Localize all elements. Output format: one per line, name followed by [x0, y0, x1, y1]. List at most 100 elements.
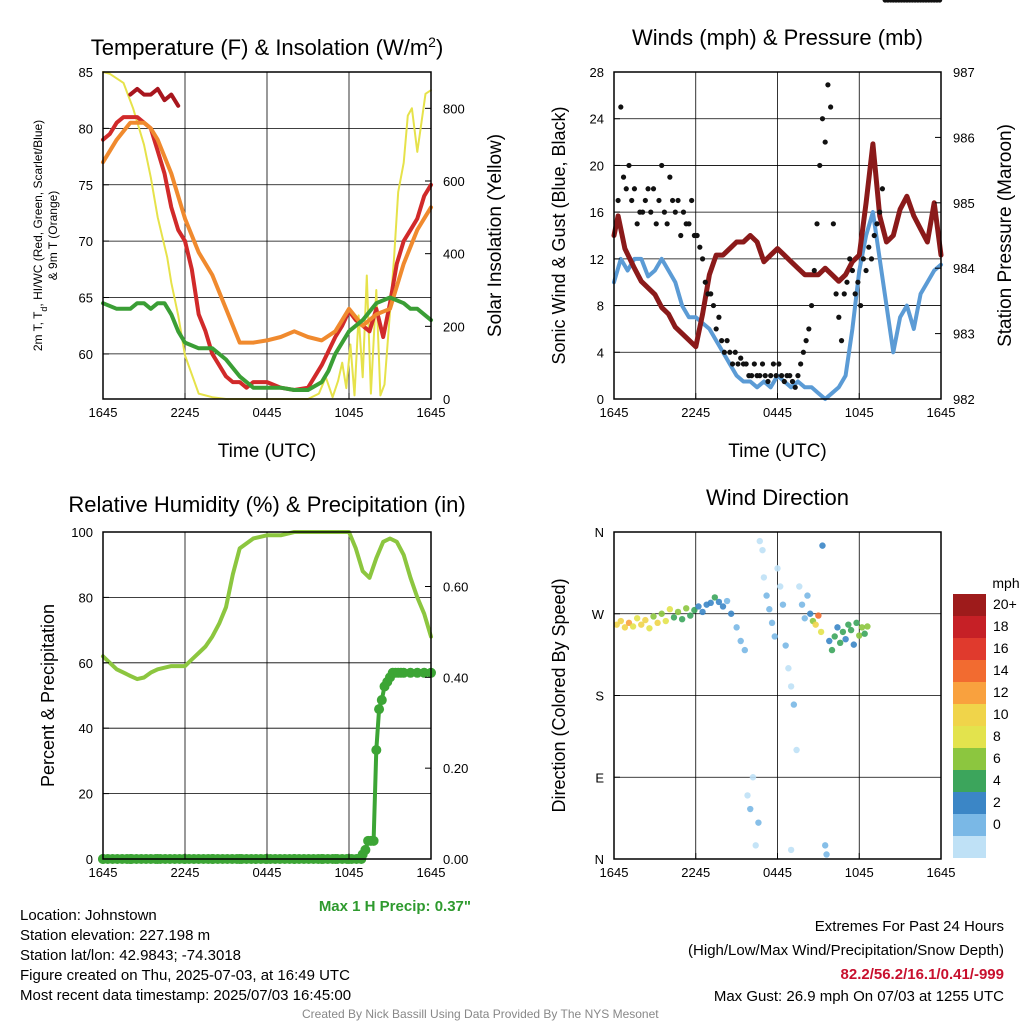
legend-swatch — [953, 704, 986, 726]
y-tick-label: 4 — [597, 345, 604, 360]
x-tick-label: 1645 — [927, 405, 956, 420]
x-tick-label: 2245 — [171, 865, 200, 880]
direction-point — [646, 625, 653, 632]
gust-point — [803, 338, 809, 344]
gust-point — [686, 221, 692, 227]
gust-point — [855, 279, 861, 285]
gust-point — [678, 232, 684, 239]
direction-point — [812, 621, 819, 628]
location-text: Location: Johnstown — [20, 907, 157, 924]
x-tick-label: 1645 — [89, 865, 118, 880]
y-tick-label: 40 — [79, 721, 93, 736]
direction-point — [674, 608, 682, 616]
gust-point — [664, 221, 670, 227]
legend-swatch — [953, 792, 986, 814]
direction-point — [853, 619, 860, 627]
gust-point — [852, 291, 858, 297]
y2-tick-label: 984 — [953, 261, 975, 276]
direction-point — [670, 614, 678, 621]
direction-point — [787, 683, 795, 690]
gust-point — [817, 162, 823, 169]
gust-point — [757, 373, 763, 379]
precip-point — [374, 704, 385, 715]
direction-point — [687, 612, 694, 619]
gust-point — [699, 256, 706, 262]
direction-point — [856, 632, 863, 639]
y2-tick-label: 800 — [443, 101, 465, 116]
y-tick-label: 16 — [590, 205, 604, 220]
x-tick-label: 1645 — [417, 405, 446, 420]
extremes-fields: (High/Low/Max Wind/Precipitation/Snow De… — [688, 942, 1004, 959]
direction-point — [737, 637, 744, 645]
direction-point — [719, 603, 727, 610]
series-line-2 — [101, 120, 433, 345]
gust-point — [814, 221, 820, 227]
gust-point — [618, 104, 624, 110]
gust-point — [697, 244, 703, 250]
created-text: Figure created on Thu, 2025-07-03, at 16… — [20, 967, 350, 984]
y-axis-label: 2m T, Td, HI/WC (Red, Green, Scarlet/Blu… — [31, 120, 49, 351]
elevation-text: Station elevation: 227.198 m — [20, 927, 211, 944]
gust-point — [708, 291, 714, 297]
gust-point — [680, 209, 687, 215]
direction-point — [828, 646, 836, 654]
gust-point — [937, 0, 943, 3]
legend-swatch — [953, 682, 986, 704]
direction-point — [777, 583, 784, 590]
legend-label: 16 — [993, 640, 1009, 656]
y-tick-label: W — [592, 607, 605, 622]
gust-point — [716, 314, 722, 320]
x-tick-label: 1645 — [89, 405, 118, 420]
direction-point — [666, 606, 674, 613]
direction-point — [749, 774, 757, 781]
gust-point — [858, 302, 864, 309]
direction-point — [864, 623, 871, 630]
direction-point — [755, 819, 762, 826]
chart-title: Relative Humidity (%) & Precipitation (i… — [68, 492, 465, 517]
gust-point — [640, 209, 646, 215]
gust-point — [669, 197, 676, 204]
y-tick-label: 0 — [86, 852, 93, 867]
gust-point — [729, 361, 736, 367]
gust-point — [860, 256, 866, 262]
chart-title: Winds (mph) & Pressure (mb) — [632, 25, 923, 50]
gust-point — [634, 221, 640, 227]
gust-point — [689, 197, 695, 204]
legend-swatch — [953, 660, 986, 682]
y-tick-label: N — [595, 525, 604, 540]
direction-point — [744, 792, 751, 799]
gust-point — [811, 267, 817, 274]
direction-point — [763, 592, 770, 599]
direction-point — [683, 605, 690, 612]
direction-point — [807, 610, 814, 617]
gust-point — [743, 361, 749, 367]
direction-point — [707, 599, 714, 607]
x-tick-label: 1645 — [927, 865, 956, 880]
direction-point — [845, 621, 852, 628]
direction-point — [617, 617, 625, 625]
gust-point — [798, 361, 804, 367]
x-tick-label: 2245 — [681, 865, 710, 880]
legend-swatch — [953, 726, 986, 748]
y-tick-label: 24 — [590, 112, 604, 127]
gust-point — [732, 349, 738, 355]
legend-swatch — [953, 616, 986, 638]
gust-point — [642, 197, 648, 204]
series-line-4 — [128, 86, 181, 108]
y-axis-label-line2: & 9m T (Orange) — [46, 191, 60, 281]
x-tick-label: 0445 — [253, 865, 282, 880]
y-tick-label: E — [595, 770, 604, 785]
gust-point — [825, 82, 831, 88]
y-tick-label: 85 — [79, 65, 93, 80]
gust-point — [866, 244, 872, 250]
gust-point — [694, 232, 700, 239]
direction-point — [796, 583, 803, 590]
gust-point — [833, 291, 839, 297]
y-axis-label: Sonic Wind & Gust (Blue, Black) — [549, 106, 569, 364]
direction-point — [752, 842, 759, 849]
legend-swatch — [953, 594, 986, 616]
legend-label: 6 — [993, 750, 1001, 766]
direction-point — [821, 842, 829, 849]
precip-annotation: Max 1 H Precip: 0.37" — [319, 898, 471, 915]
